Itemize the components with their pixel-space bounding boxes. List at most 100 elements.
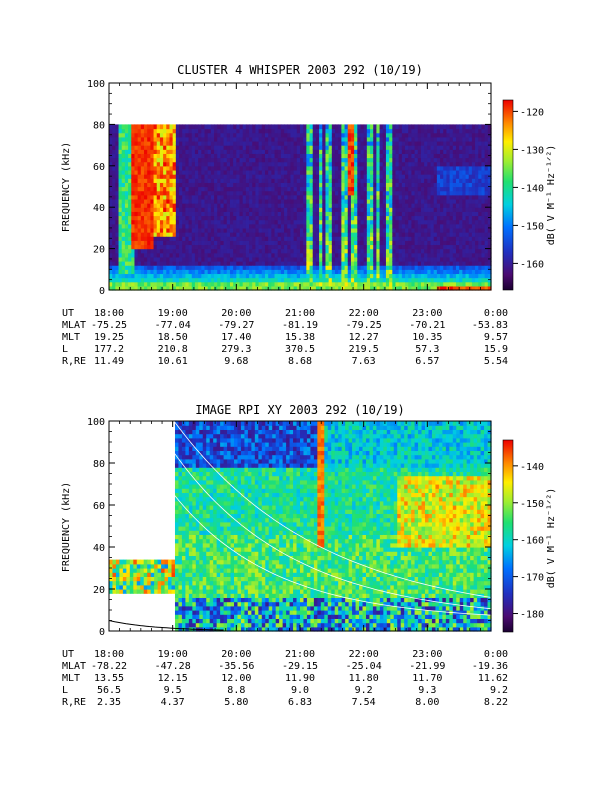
spectrogram-cell xyxy=(191,261,196,266)
spectrogram-cell xyxy=(319,265,323,270)
spectrogram-cell xyxy=(118,161,123,167)
spectrogram-cell xyxy=(112,136,116,142)
spectrogram-cell xyxy=(430,165,435,171)
spectrogram-cell xyxy=(293,165,298,171)
spectrogram-cell xyxy=(414,248,419,254)
spectrogram-cell xyxy=(112,153,116,159)
spectrogram-cell xyxy=(347,219,352,225)
spectrogram-cell xyxy=(115,223,120,229)
spectrogram-cell xyxy=(131,169,136,175)
spectrogram-cell xyxy=(427,153,432,159)
spectrogram-cell xyxy=(214,169,218,175)
spectrogram-cell xyxy=(303,223,307,229)
spectrogram-cell xyxy=(357,165,362,171)
spectrogram-cell xyxy=(296,269,301,275)
spectrogram-cell xyxy=(159,149,164,154)
spectrogram-cell xyxy=(331,182,336,188)
spectrogram-cell xyxy=(204,227,209,233)
spectrogram-cell xyxy=(128,281,132,287)
spectrogram-cell xyxy=(188,128,193,134)
spectrogram-cell xyxy=(220,128,225,134)
spectrogram-cell xyxy=(185,248,190,254)
spectrogram-cell xyxy=(115,145,120,150)
spectrogram-cell xyxy=(179,157,183,163)
spectrogram-cell xyxy=(398,203,403,208)
spectrogram-cell xyxy=(427,186,432,192)
spectrogram-cell xyxy=(182,194,186,200)
spectrogram-cell xyxy=(290,277,295,283)
spectrogram-cell xyxy=(217,198,222,204)
spectrogram-cell xyxy=(134,190,139,196)
spectrogram-cell xyxy=(468,244,473,250)
spectrogram-cell xyxy=(366,190,371,196)
spectrogram-cell xyxy=(287,281,292,287)
spectrogram-cell xyxy=(360,149,365,154)
spectrogram-cell xyxy=(344,223,349,229)
spectrogram-cell xyxy=(134,124,139,130)
spectrogram-cell xyxy=(261,269,266,275)
spectrogram-cell xyxy=(210,219,215,225)
spectrogram-cell xyxy=(185,128,190,134)
spectrogram-cell xyxy=(360,186,365,192)
spectrogram-cell xyxy=(449,194,454,200)
spectrogram-cell xyxy=(261,174,266,179)
spectrogram-cell xyxy=(233,128,237,134)
spectrogram-cell xyxy=(363,165,368,171)
spectrogram-cell xyxy=(210,169,215,175)
spectrogram-cell xyxy=(398,153,403,159)
spectrogram-cell xyxy=(312,157,317,163)
spectrogram-cell xyxy=(201,198,206,204)
spectrogram-cell xyxy=(261,215,266,221)
spectrogram-cell xyxy=(430,273,435,279)
spectrogram-cell xyxy=(166,261,171,266)
spectrogram-cell xyxy=(236,128,241,134)
spectrogram-cell xyxy=(462,273,467,279)
spectrogram-cell xyxy=(118,157,123,163)
spectrogram-cell xyxy=(147,178,151,183)
spectrogram-cell xyxy=(341,136,346,142)
spectrogram-cell xyxy=(350,273,355,279)
spectrogram-cell xyxy=(121,174,126,179)
spectrogram-cell xyxy=(112,244,116,250)
spectrogram-cell xyxy=(455,215,460,221)
spectrogram-cell xyxy=(319,178,323,183)
spectrogram-cell xyxy=(198,269,202,275)
spectrogram-cell xyxy=(347,178,352,183)
spectrogram-cell xyxy=(417,149,422,154)
spectrogram-cell xyxy=(159,161,164,167)
spectrogram-cell xyxy=(112,236,116,241)
spectrogram-cell xyxy=(436,132,441,138)
spectrogram-cell xyxy=(366,244,371,250)
spectrogram-cell xyxy=(452,186,457,192)
spectrogram-cell xyxy=(121,261,126,266)
spectrogram-cell xyxy=(229,194,234,200)
spectrogram-cell xyxy=(290,145,295,150)
spectrogram-cell xyxy=(134,232,139,237)
spectrogram-cell xyxy=(405,227,409,233)
spectrogram-cell xyxy=(370,285,374,291)
spectrogram-cell xyxy=(433,277,438,283)
spectrogram-cell xyxy=(179,211,183,217)
spectrogram-cell xyxy=(150,178,155,183)
spectrogram-cell xyxy=(452,157,457,163)
spectrogram-cell xyxy=(370,132,374,138)
spectrogram-cell xyxy=(258,174,263,179)
spectrogram-cell xyxy=(220,273,225,279)
spectrogram-cell xyxy=(306,132,311,138)
spectrogram-cell xyxy=(261,190,266,196)
spectrogram-cell xyxy=(194,124,199,130)
spectrogram-cell xyxy=(188,232,193,237)
spectrogram-cell xyxy=(233,124,237,130)
spectrogram-cell xyxy=(214,207,218,212)
spectrogram-cell xyxy=(350,207,355,212)
spectrogram-cell xyxy=(268,165,272,171)
ephemeris-value: 20:00 xyxy=(221,308,251,319)
spectrogram-cell xyxy=(121,211,126,217)
spectrogram-cell xyxy=(185,265,190,270)
spectrogram-cell xyxy=(109,572,114,577)
spectrogram-cell xyxy=(350,281,355,287)
spectrogram-cell xyxy=(325,227,330,233)
spectrogram-cell xyxy=(144,157,148,163)
spectrogram-cell xyxy=(478,198,483,204)
spectrogram-cell xyxy=(131,157,136,163)
